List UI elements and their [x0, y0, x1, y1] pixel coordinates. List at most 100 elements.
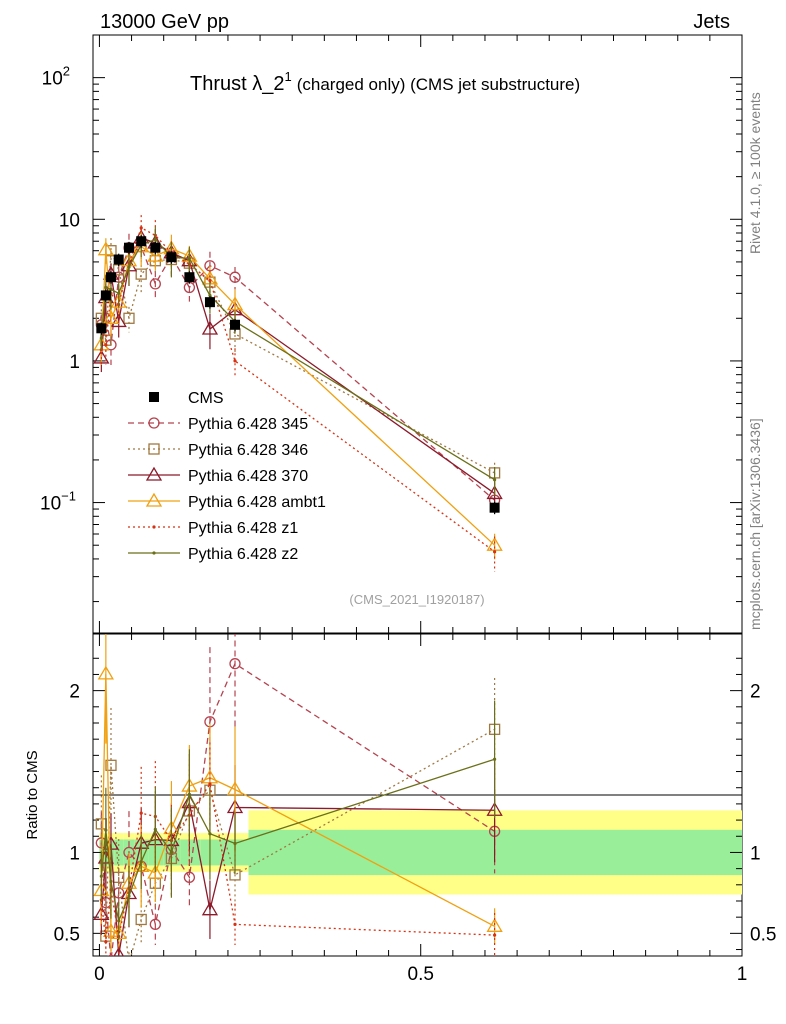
ratio-tick-label-right-1: 1: [750, 843, 761, 864]
ratio-axis-ticks: 2 2 1 1 0.5 0.5: [54, 657, 776, 951]
ratio-point-4: [139, 811, 143, 815]
series-point-0: [229, 271, 241, 283]
x-tick-label-1: 0.5: [408, 964, 434, 985]
ratio-line-2: [100, 800, 495, 956]
ratio-line-3: [100, 673, 495, 935]
legend-label-5: Pythia 6.428 z1: [188, 520, 298, 537]
legend-label-3: Pythia 6.428 370: [188, 468, 308, 485]
ratio-point-5: [187, 792, 191, 796]
ratio-point-4: [104, 940, 108, 944]
series-point-5: [99, 336, 103, 340]
legend-marker-1: [148, 417, 160, 429]
legend-marker-2: [148, 443, 160, 455]
ratio-point-4: [233, 922, 237, 926]
ratio-line-0: [100, 662, 495, 956]
data-point: [150, 242, 161, 253]
ratio-y-label: Ratio to CMS: [24, 750, 41, 839]
band-stat-11: [248, 829, 742, 876]
header-right: Jets: [693, 11, 730, 33]
data-point: [105, 272, 116, 283]
series-point-3: [147, 247, 164, 262]
band-stat-3: [114, 839, 124, 866]
legend-label-0: CMS: [188, 390, 224, 407]
ratio-point-3: [226, 781, 244, 796]
y-tick-label-exp: −1: [61, 489, 76, 504]
ratio-point-2: [113, 946, 125, 956]
ratio-point-3: [102, 922, 120, 937]
series-point-2: [201, 320, 219, 335]
series-point-1: [135, 268, 147, 280]
ratio-line-4: [100, 782, 495, 942]
series-point-4: [139, 226, 143, 230]
legend-label-1: Pythia 6.428 345: [188, 416, 308, 433]
series-point-5: [153, 237, 157, 242]
ratio-point-5: [233, 841, 237, 846]
ratio-tick-label-right-2: 0.5: [750, 924, 776, 945]
series-point-2: [110, 313, 127, 328]
ratio-line-1: [100, 728, 495, 956]
series-point-5: [187, 256, 191, 260]
x-axis-ticks: 0 0.5 1: [94, 35, 747, 985]
y-tick-label-0: 102: [42, 64, 70, 90]
data-point: [123, 242, 134, 253]
series-point-5: [208, 293, 212, 298]
legend-marker-5: [152, 525, 156, 529]
legend-marker-6: [152, 551, 156, 555]
ratio-tick-label-left-0: 2: [69, 682, 80, 703]
ratio-point-0: [149, 918, 161, 931]
data-point: [166, 252, 177, 263]
chart-title-main: Thrust λ_2: [190, 73, 284, 95]
ratio-point-1: [135, 913, 147, 926]
ratio-point-5: [153, 827, 157, 831]
ratio-tick-label-left-1: 1: [69, 843, 80, 864]
ratio-line-5: [100, 758, 495, 924]
series-point-5: [104, 285, 108, 290]
legend-label-2: Pythia 6.428 346: [188, 442, 308, 459]
data-point: [230, 319, 241, 330]
ratio-point-0: [183, 871, 196, 883]
data-point: [489, 502, 500, 513]
main-panel-frame: [92, 34, 743, 634]
ratio-point-5: [104, 828, 108, 832]
legend-label-6: Pythia 6.428 z2: [188, 546, 298, 563]
y-tick-label-base: 10: [42, 69, 63, 90]
series-point-2: [486, 485, 503, 500]
data-point: [136, 236, 147, 247]
series-point-4: [208, 278, 212, 283]
data-point: [204, 297, 215, 308]
legend: CMS Pythia 6.428 345 Pythia 6.428 346 Pythi…: [128, 390, 326, 563]
analysis-watermark: (CMS_2021_I1920187): [349, 592, 484, 607]
band-stat-9: [200, 839, 222, 866]
x-tick-label-2: 1: [737, 964, 748, 985]
ratio-point-4: [493, 933, 497, 937]
chart-title-sup: 1: [284, 69, 291, 84]
series-point-3: [97, 241, 114, 256]
ratio-point-2: [201, 901, 219, 916]
series-line-4: [100, 226, 495, 553]
ratio-tick-label-left-2: 0.5: [54, 924, 80, 945]
data-point: [113, 254, 124, 265]
ratio-point-0: [229, 658, 241, 670]
series-point-5: [109, 287, 113, 291]
chart-title: Thrust λ_21 (charged only) (CMS jet subst…: [190, 69, 580, 95]
series-point-1: [123, 312, 135, 324]
chart-title-rest: (charged only) (CMS jet substructure): [297, 75, 580, 94]
ratio-uncertainty-bands: [99, 810, 742, 895]
ratio-series-layer: [93, 634, 503, 956]
series-point-5: [493, 478, 497, 482]
ratio-point-3: [486, 918, 503, 932]
header-left: 13000 GeV pp: [100, 11, 229, 33]
legend-label-4: Pythia 6.428 ambt1: [188, 494, 326, 511]
ratio-point-5: [493, 757, 497, 761]
main-series-layer: [93, 215, 503, 572]
series-point-3: [226, 296, 244, 311]
y-tick-label-exp: 2: [63, 64, 70, 79]
series-point-4: [493, 550, 497, 554]
data-point: [96, 323, 107, 334]
series-point-3: [102, 309, 120, 324]
series-point-5: [117, 291, 121, 295]
ratio-point-5: [208, 832, 212, 836]
legend-marker-3: [145, 466, 163, 481]
